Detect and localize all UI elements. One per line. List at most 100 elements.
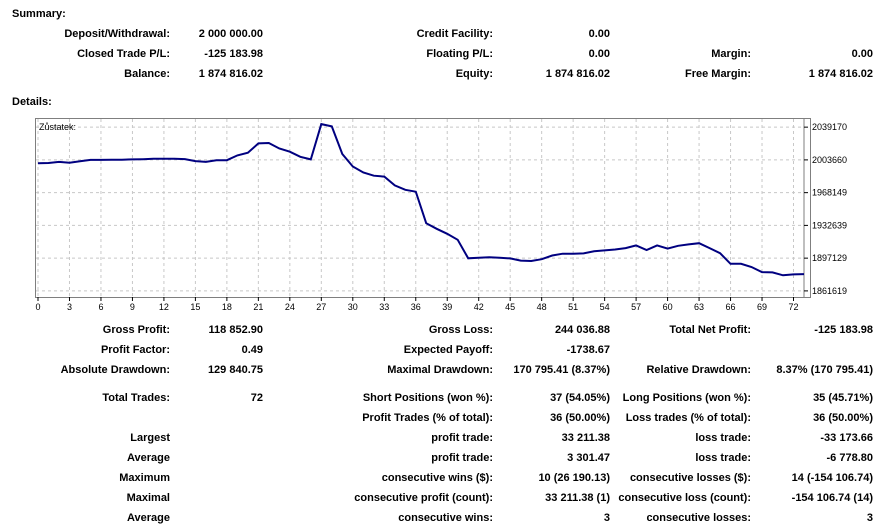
x-tick-label: 60 <box>663 302 673 312</box>
x-tick-label: 18 <box>222 302 232 312</box>
x-tick-label: 27 <box>316 302 326 312</box>
details-value: -1738.67 <box>566 344 610 356</box>
details-value: -6 778.80 <box>826 452 873 464</box>
details-value: 170 795.41 (8.37%) <box>513 364 610 376</box>
details-value: 3 301.47 <box>567 452 610 464</box>
x-tick-label: 15 <box>190 302 200 312</box>
x-tick-label: 36 <box>411 302 421 312</box>
details-label: Expected Payoff: <box>403 344 493 356</box>
details-value: 129 840.75 <box>207 364 263 376</box>
free-margin-value: 1 874 816.02 <box>808 68 873 80</box>
details-value: 118 852.90 <box>208 324 263 336</box>
chart-title: Zůstatek: <box>39 122 76 132</box>
deposit-label: Deposit/Withdrawal: <box>64 28 170 40</box>
details-label: Largest <box>130 432 170 444</box>
details-value: -154 106.74 (14) <box>791 492 873 504</box>
balance-chart-svg: Zůstatek: 2039170 2003660 1968149 1932639 18… <box>35 119 847 312</box>
x-tick-label: 33 <box>379 302 389 312</box>
details-value: 0.49 <box>241 344 263 356</box>
x-tick-label: 54 <box>600 302 610 312</box>
equity-label: Equity: <box>455 68 493 80</box>
y-tick-label: 1897129 <box>812 253 847 263</box>
details-label: Profit Trades (% of total): <box>362 412 493 424</box>
margin-label: Margin: <box>711 48 751 60</box>
details-label: loss trade: <box>695 452 751 464</box>
details-value: 36 (50.00%) <box>550 412 610 424</box>
y-tick-label: 1932639 <box>812 220 847 230</box>
details-value: 36 (50.00%) <box>813 412 873 424</box>
balance-label: Balance: <box>124 68 170 80</box>
details-label: consecutive losses ($): <box>629 472 751 484</box>
details-label: Short Positions (won %): <box>362 392 493 404</box>
details-label: loss trade: <box>695 432 751 444</box>
deposit-value: 2 000 000.00 <box>198 28 263 40</box>
details-label: consecutive loss (count): <box>618 492 751 504</box>
details-label: Absolute Drawdown: <box>60 364 170 376</box>
credit-facility-value: 0.00 <box>588 28 610 40</box>
details-value: 33 211.38 <box>561 432 610 444</box>
balance-series-line <box>37 122 805 277</box>
y-tick-label: 1861619 <box>812 286 847 296</box>
x-tick-label: 39 <box>442 302 452 312</box>
x-tick-label: 51 <box>568 302 578 312</box>
x-tick-label: 69 <box>757 302 767 312</box>
details-label: consecutive losses: <box>646 512 751 524</box>
y-tick-label: 2039170 <box>812 122 847 132</box>
details-value: 33 211.38 (1) <box>545 492 610 504</box>
free-margin-label: Free Margin: <box>684 68 751 80</box>
balance-chart: Zůstatek: 2039170 2003660 1968149 1932639 18… <box>35 118 847 312</box>
x-tick-label: 63 <box>694 302 704 312</box>
x-tick-label: 0 <box>35 302 40 312</box>
details-label: consecutive profit (count): <box>354 492 493 504</box>
credit-facility-label: Credit Facility: <box>416 28 493 40</box>
details-label: Loss trades (% of total): <box>625 412 751 424</box>
details-label: Total Net Profit: <box>669 324 751 336</box>
x-tick-label: 6 <box>98 302 103 312</box>
details-value: 35 (45.71%) <box>813 392 873 404</box>
floating-pl-value: 0.00 <box>588 48 610 60</box>
details-label: Maximum <box>119 472 170 484</box>
details-label: Gross Loss: <box>428 324 493 336</box>
details-label: Maximal Drawdown: <box>387 364 493 376</box>
x-tick-label: 24 <box>285 302 295 312</box>
x-tick-label: 57 <box>631 302 641 312</box>
details-label: Profit Factor: <box>100 344 170 356</box>
equity-value: 1 874 816.02 <box>545 68 610 80</box>
details-label: profit trade: <box>431 452 493 464</box>
details-label: consecutive wins ($): <box>381 472 493 484</box>
details-value: -33 173.66 <box>820 432 873 444</box>
details-label: consecutive wins: <box>398 512 493 524</box>
details-label: Long Positions (won %): <box>622 392 751 404</box>
details-label: Total Trades: <box>102 392 170 404</box>
summary-heading: Summary: <box>12 8 66 20</box>
details-value: 3 <box>866 512 873 524</box>
details-value: 3 <box>603 512 610 524</box>
x-tick-label: 12 <box>159 302 169 312</box>
x-tick-label: 30 <box>348 302 358 312</box>
x-tick-label: 21 <box>253 302 263 312</box>
details-value: -125 183.98 <box>814 324 873 336</box>
details-value: 37 (54.05%) <box>550 392 610 404</box>
x-tick-label: 45 <box>505 302 515 312</box>
details-value: 10 (26 190.13) <box>538 472 610 484</box>
details-value: 8.37% (170 795.41) <box>776 364 873 376</box>
floating-pl-label: Floating P/L: <box>426 48 493 60</box>
details-label: profit trade: <box>431 432 493 444</box>
x-tick-label: 72 <box>788 302 798 312</box>
details-label: Gross Profit: <box>102 324 170 336</box>
balance-value: 1 874 816.02 <box>198 68 263 80</box>
details-value: 72 <box>250 392 263 404</box>
x-tick-label: 42 <box>474 302 484 312</box>
closed-pl-label: Closed Trade P/L: <box>77 48 170 60</box>
details-label: Average <box>126 452 170 464</box>
details-label: Average <box>126 512 170 524</box>
details-label: Relative Drawdown: <box>646 364 751 376</box>
y-tick-label: 2003660 <box>812 155 847 165</box>
details-value: 244 036.88 <box>554 324 610 336</box>
y-tick-label: 1968149 <box>812 188 847 198</box>
x-tick-label: 9 <box>130 302 135 312</box>
details-heading: Details: <box>12 96 52 108</box>
details-label: Maximal <box>126 492 170 504</box>
x-tick-label: 48 <box>537 302 547 312</box>
x-tick-label: 66 <box>726 302 736 312</box>
